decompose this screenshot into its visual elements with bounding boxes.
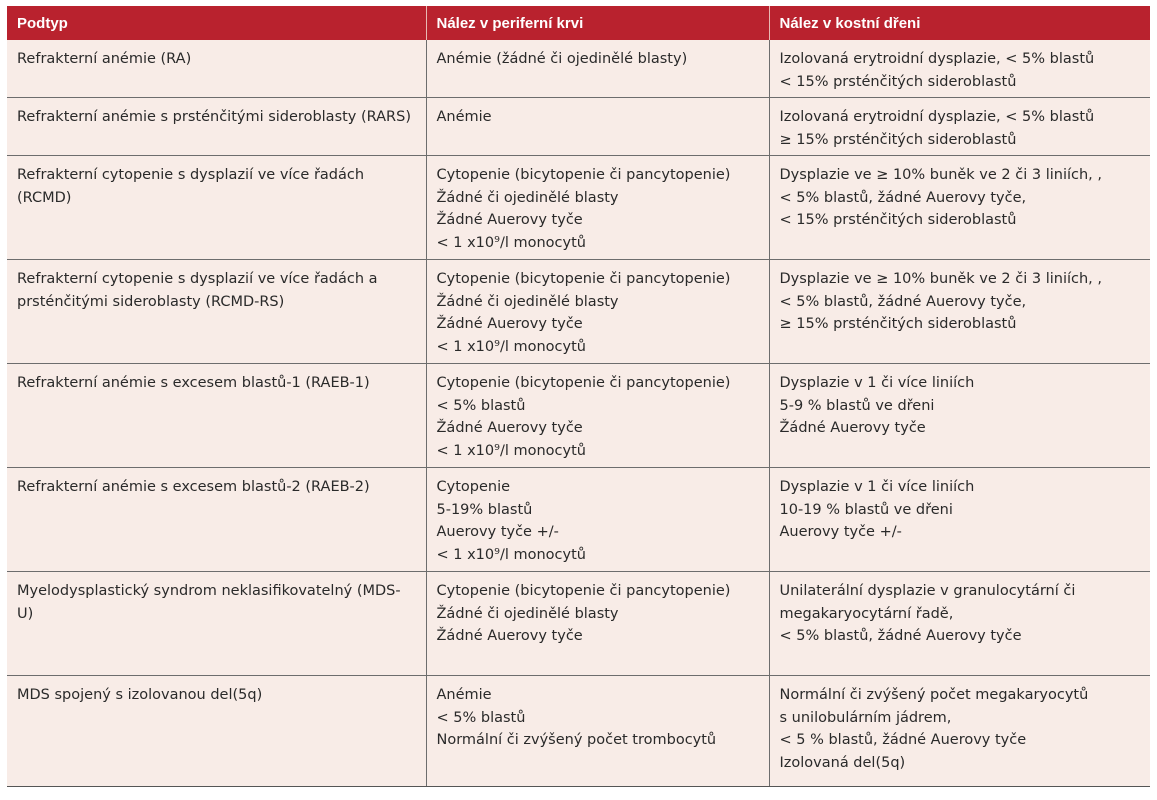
peripheral-blood-cell: Cytopenie (bicytopenie či pancytopenie) <…	[426, 363, 770, 468]
peripheral-blood-line: Žádné Auerovy tyče	[436, 316, 583, 332]
peripheral-blood-cell: Cytopenie (bicytopenie či pancytopenie) Ž…	[426, 259, 770, 364]
subtype-text: Refrakterní anémie s excesem blastů-2 (R…	[17, 479, 370, 495]
bone-marrow-line: s unilobulárním jádrem,	[779, 709, 952, 726]
bone-marrow-line: ≥ 15% prsténčitých sideroblastů	[779, 131, 1017, 148]
peripheral-blood-cell: Anémie (žádné či ojedinělé blasty)	[426, 40, 770, 98]
peripheral-blood-cell: Anémie	[426, 97, 770, 156]
bone-marrow-cell: Dysplazie v 1 či více liniích 5-9 % blast…	[769, 363, 1150, 468]
peripheral-blood-line: Cytopenie	[436, 479, 511, 495]
bone-marrow-cell: Izolovaná erytroidní dysplazie, < 5% bla…	[769, 97, 1150, 156]
peripheral-blood-line: < 1 x10⁹/l monocytů	[436, 338, 586, 355]
bone-marrow-line: Izolovaná erytroidní dysplazie, < 5% bla…	[779, 109, 1095, 125]
bone-marrow-line: < 5 % blastů, žádné Auerovy tyče	[779, 732, 1027, 748]
peripheral-blood-line: Žádné Auerovy tyče	[436, 212, 583, 228]
peripheral-blood-line: Žádné Auerovy tyče	[436, 628, 583, 644]
table-row: Refrakterní anémie s excesem blastů-1 (R…	[7, 363, 1150, 468]
header-subtype: Podtyp	[7, 6, 427, 40]
bone-marrow-cell: Normální či zvýšený počet megakaryocytů s…	[769, 675, 1150, 787]
subtype-cell: Refrakterní anémie s excesem blastů-2 (R…	[7, 467, 427, 572]
bone-marrow-cell: Dysplazie ve ≥ 10% buněk ve 2 či 3 linií…	[769, 155, 1150, 260]
subtype-cell: Refrakterní cytopenie s dysplazií ve víc…	[7, 259, 427, 364]
bone-marrow-cell: Dysplazie ve ≥ 10% buněk ve 2 či 3 linií…	[769, 259, 1150, 364]
peripheral-blood-line: Anémie (žádné či ojedinělé blasty)	[436, 51, 688, 67]
bone-marrow-line: Dysplazie ve ≥ 10% buněk ve 2 či 3 linií…	[779, 271, 1103, 287]
table-row: Refrakterní cytopenie s dysplazií ve víc…	[7, 259, 1150, 364]
bone-marrow-line: Dysplazie ve ≥ 10% buněk ve 2 či 3 linií…	[779, 167, 1103, 183]
bone-marrow-cell: Dysplazie v 1 či více liniích 10-19 % bla…	[769, 467, 1150, 572]
peripheral-blood-line: Žádné Auerovy tyče	[436, 420, 583, 436]
subtype-text: Refrakterní cytopenie s dysplazií ve víc…	[17, 167, 365, 206]
bone-marrow-line: 5-9 % blastů ve dřeni	[779, 397, 935, 414]
header-bone-marrow: Nález v kostní dřeni	[769, 6, 1150, 40]
peripheral-blood-cell: Cytopenie (bicytopenie či pancytopenie) Ž…	[426, 571, 770, 676]
table-header: Podtyp Nález v periferní krvi Nález v ko…	[7, 6, 1150, 40]
peripheral-blood-line: Žádné či ojedinělé blasty	[436, 189, 619, 206]
bone-marrow-line: < 5% blastů, žádné Auerovy tyče,	[779, 189, 1027, 206]
table-row: Refrakterní cytopenie s dysplazií ve víc…	[7, 155, 1150, 260]
peripheral-blood-line: < 5% blastů	[436, 397, 526, 414]
peripheral-blood-line: Anémie	[436, 687, 492, 703]
header-peripheral-blood: Nález v periferní krvi	[426, 6, 770, 40]
table-row: Refrakterní anémie s excesem blastů-2 (R…	[7, 467, 1150, 572]
table-row: Myelodysplastický syndrom neklasifikovat…	[7, 571, 1150, 676]
peripheral-blood-line: Auerovy tyče +/-	[436, 524, 559, 540]
bone-marrow-line: < 5% blastů, žádné Auerovy tyče	[779, 628, 1022, 644]
peripheral-blood-line: < 1 x10⁹/l monocytů	[436, 234, 586, 251]
peripheral-blood-line: Normální či zvýšený počet trombocytů	[436, 732, 717, 748]
peripheral-blood-cell: Anémie < 5% blastů Normální či zvýšený poč…	[426, 675, 770, 787]
bone-marrow-line: < 5% blastů, žádné Auerovy tyče,	[779, 293, 1027, 310]
mds-classification-table: Podtyp Nález v periferní krvi Nález v ko…	[7, 6, 1150, 787]
table-row: Refrakterní anémie s prsténčitými sidero…	[7, 97, 1150, 156]
subtype-text: Refrakterní cytopenie s dysplazií ve víc…	[17, 271, 378, 310]
peripheral-blood-line: 5-19% blastů	[436, 501, 533, 518]
mds-classification-table-wrapper: Podtyp Nález v periferní krvi Nález v ko…	[7, 6, 1150, 787]
bone-marrow-line: Žádné Auerovy tyče	[779, 420, 926, 436]
peripheral-blood-line: Anémie	[436, 109, 492, 125]
bone-marrow-line: 10-19 % blastů ve dřeni	[779, 501, 953, 518]
peripheral-blood-line: Cytopenie (bicytopenie či pancytopenie)	[436, 167, 731, 183]
table-body: Refrakterní anémie (RA) Anémie (žádné či …	[7, 40, 1150, 787]
peripheral-blood-line: < 1 x10⁹/l monocytů	[436, 442, 586, 459]
table-row: Refrakterní anémie (RA) Anémie (žádné či …	[7, 40, 1150, 98]
peripheral-blood-line: < 1 x10⁹/l monocytů	[436, 546, 586, 563]
subtype-cell: Refrakterní anémie (RA)	[7, 40, 427, 98]
bone-marrow-line: < 15% prsténčitých sideroblastů	[779, 212, 1017, 228]
peripheral-blood-line: Cytopenie (bicytopenie či pancytopenie)	[436, 375, 731, 391]
subtype-cell: Refrakterní anémie s excesem blastů-1 (R…	[7, 363, 427, 468]
bone-marrow-line: Unilaterální dysplazie v granulocytární …	[779, 583, 1076, 599]
bone-marrow-line: Dysplazie v 1 či více liniích	[779, 479, 975, 495]
bone-marrow-line: megakaryocytární řadě,	[779, 605, 954, 622]
subtype-text: Refrakterní anémie s prsténčitými sidero…	[17, 109, 411, 125]
table-row: MDS spojený s izolovanou del(5q) Anémie < …	[7, 675, 1150, 787]
peripheral-blood-cell: Cytopenie (bicytopenie či pancytopenie) Ž…	[426, 155, 770, 260]
bone-marrow-cell: Unilaterální dysplazie v granulocytární …	[769, 571, 1150, 676]
bone-marrow-line: Normální či zvýšený počet megakaryocytů	[779, 687, 1089, 703]
bone-marrow-line: ≥ 15% prsténčitých sideroblastů	[779, 316, 1017, 332]
bone-marrow-line: Izolovaná erytroidní dysplazie, < 5% bla…	[779, 51, 1095, 67]
header-row: Podtyp Nález v periferní krvi Nález v ko…	[7, 6, 1150, 40]
subtype-text: MDS spojený s izolovanou del(5q)	[17, 687, 263, 703]
subtype-text: Refrakterní anémie s excesem blastů-1 (R…	[17, 375, 370, 391]
subtype-cell: Refrakterní cytopenie s dysplazií ve víc…	[7, 155, 427, 260]
bone-marrow-cell: Izolovaná erytroidní dysplazie, < 5% bla…	[769, 40, 1150, 98]
bone-marrow-line: Auerovy tyče +/-	[779, 524, 902, 540]
peripheral-blood-line: Žádné či ojedinělé blasty	[436, 605, 619, 622]
peripheral-blood-line: Žádné či ojedinělé blasty	[436, 293, 619, 310]
bone-marrow-line: Dysplazie v 1 či více liniích	[779, 375, 975, 391]
subtype-cell: Myelodysplastický syndrom neklasifikovat…	[7, 571, 427, 676]
bone-marrow-line: Izolovaná del(5q)	[779, 754, 906, 771]
peripheral-blood-line: < 5% blastů	[436, 709, 526, 726]
bone-marrow-line: < 15% prsténčitých sideroblastů	[779, 73, 1017, 90]
subtype-cell: Refrakterní anémie s prsténčitými sidero…	[7, 97, 427, 156]
peripheral-blood-cell: Cytopenie 5-19% blastů Auerovy tyče +/- < 1…	[426, 467, 770, 572]
subtype-cell: MDS spojený s izolovanou del(5q)	[7, 675, 427, 787]
subtype-text: Myelodysplastický syndrom neklasifikovat…	[17, 583, 401, 622]
subtype-text: Refrakterní anémie (RA)	[17, 51, 192, 67]
peripheral-blood-line: Cytopenie (bicytopenie či pancytopenie)	[436, 583, 731, 599]
peripheral-blood-line: Cytopenie (bicytopenie či pancytopenie)	[436, 271, 731, 287]
